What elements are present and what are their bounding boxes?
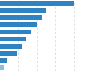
Bar xyxy=(0,65,4,70)
Bar xyxy=(0,58,7,63)
Bar xyxy=(0,15,42,20)
Bar xyxy=(0,1,74,6)
Bar xyxy=(0,8,46,13)
Bar xyxy=(0,30,31,34)
Bar xyxy=(0,23,37,27)
Bar xyxy=(0,51,17,56)
Bar xyxy=(0,37,26,41)
Bar xyxy=(0,44,22,48)
